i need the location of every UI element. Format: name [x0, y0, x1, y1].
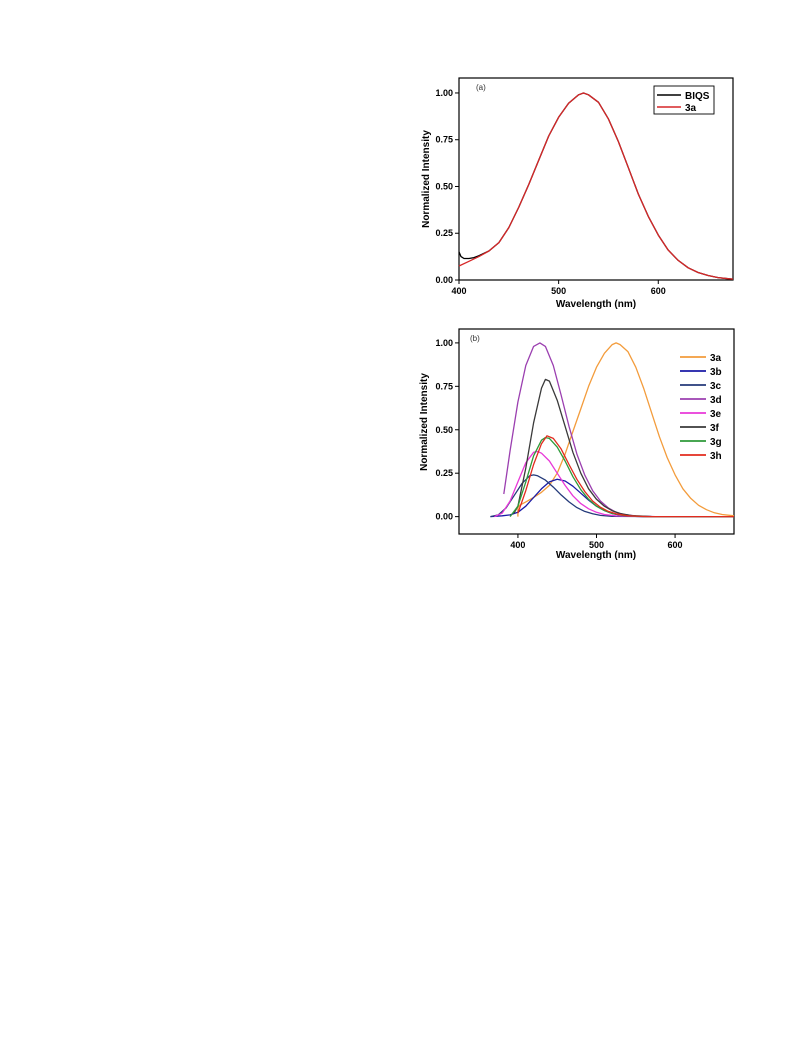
- chart-panel-b: 400 500 600 0.00 0.25 0.50 0.75 1.00 (b) Wavele…: [419, 328, 735, 561]
- legend-label-3a: 3a: [710, 353, 722, 364]
- x-tick-label: 400: [510, 540, 525, 550]
- legend-label-3d: 3d: [710, 395, 722, 406]
- legend-label-3g: 3g: [710, 437, 722, 448]
- y-tick-label: 0.00: [435, 512, 453, 522]
- series-line-3a: [458, 92, 734, 280]
- series-line-3a: [517, 342, 735, 517]
- y-tick-label: 0.50: [435, 425, 453, 435]
- plot-frame-b: [458, 328, 735, 535]
- panel-label-a: (a): [476, 83, 486, 92]
- x-axis-label-a: Wavelength (nm): [556, 299, 636, 310]
- y-tick-label: 0.75: [435, 135, 453, 145]
- series-line-3f: [513, 378, 735, 518]
- y-axis-label-a: Normalized Intensity: [421, 130, 432, 228]
- legend-label-biqs: BIQS: [685, 91, 710, 102]
- legend-label-3a: 3a: [685, 103, 697, 114]
- legend-a: BIQS 3a: [653, 85, 715, 115]
- y-tick-label: 0.25: [435, 468, 453, 478]
- y-tick-label: 1.00: [435, 88, 453, 98]
- legend-label-3f: 3f: [710, 423, 720, 434]
- legend-label-3h: 3h: [710, 451, 722, 462]
- series-line-3g: [509, 436, 734, 518]
- x-tick-label: 500: [551, 286, 566, 296]
- legend-label-3c: 3c: [710, 381, 722, 392]
- plot-frame-a: [458, 77, 734, 281]
- panel-label-b: (b): [470, 334, 480, 343]
- y-tick-label: 0.50: [435, 181, 453, 191]
- y-tick-label: 0.00: [435, 275, 453, 285]
- chart-panel-a: 400 500 600 0.00 0.25 0.50 0.75 1.00 (a) Wavele…: [421, 77, 734, 310]
- series-line-3h: [517, 435, 734, 518]
- series-line-3c: [490, 474, 734, 518]
- y-tick-label: 0.75: [435, 381, 453, 391]
- x-tick-label: 600: [668, 540, 683, 550]
- series-line-biqs: [458, 92, 734, 280]
- y-axis-label-b: Normalized Intensity: [419, 373, 430, 471]
- x-tick-label: 400: [451, 286, 466, 296]
- legend-b: 3a 3b 3c 3d 3e 3f 3g 3h: [680, 353, 722, 462]
- x-axis-label-b: Wavelength (nm): [556, 550, 636, 561]
- series-line-3d: [503, 342, 734, 518]
- legend-label-3b: 3b: [710, 367, 722, 378]
- series-line-3e: [494, 450, 734, 518]
- x-tick-label: 500: [589, 540, 604, 550]
- y-tick-label: 1.00: [435, 338, 453, 348]
- x-tick-label: 600: [651, 286, 666, 296]
- legend-box-a: [653, 85, 715, 115]
- legend-label-3e: 3e: [710, 409, 722, 420]
- y-tick-label: 0.25: [435, 228, 453, 238]
